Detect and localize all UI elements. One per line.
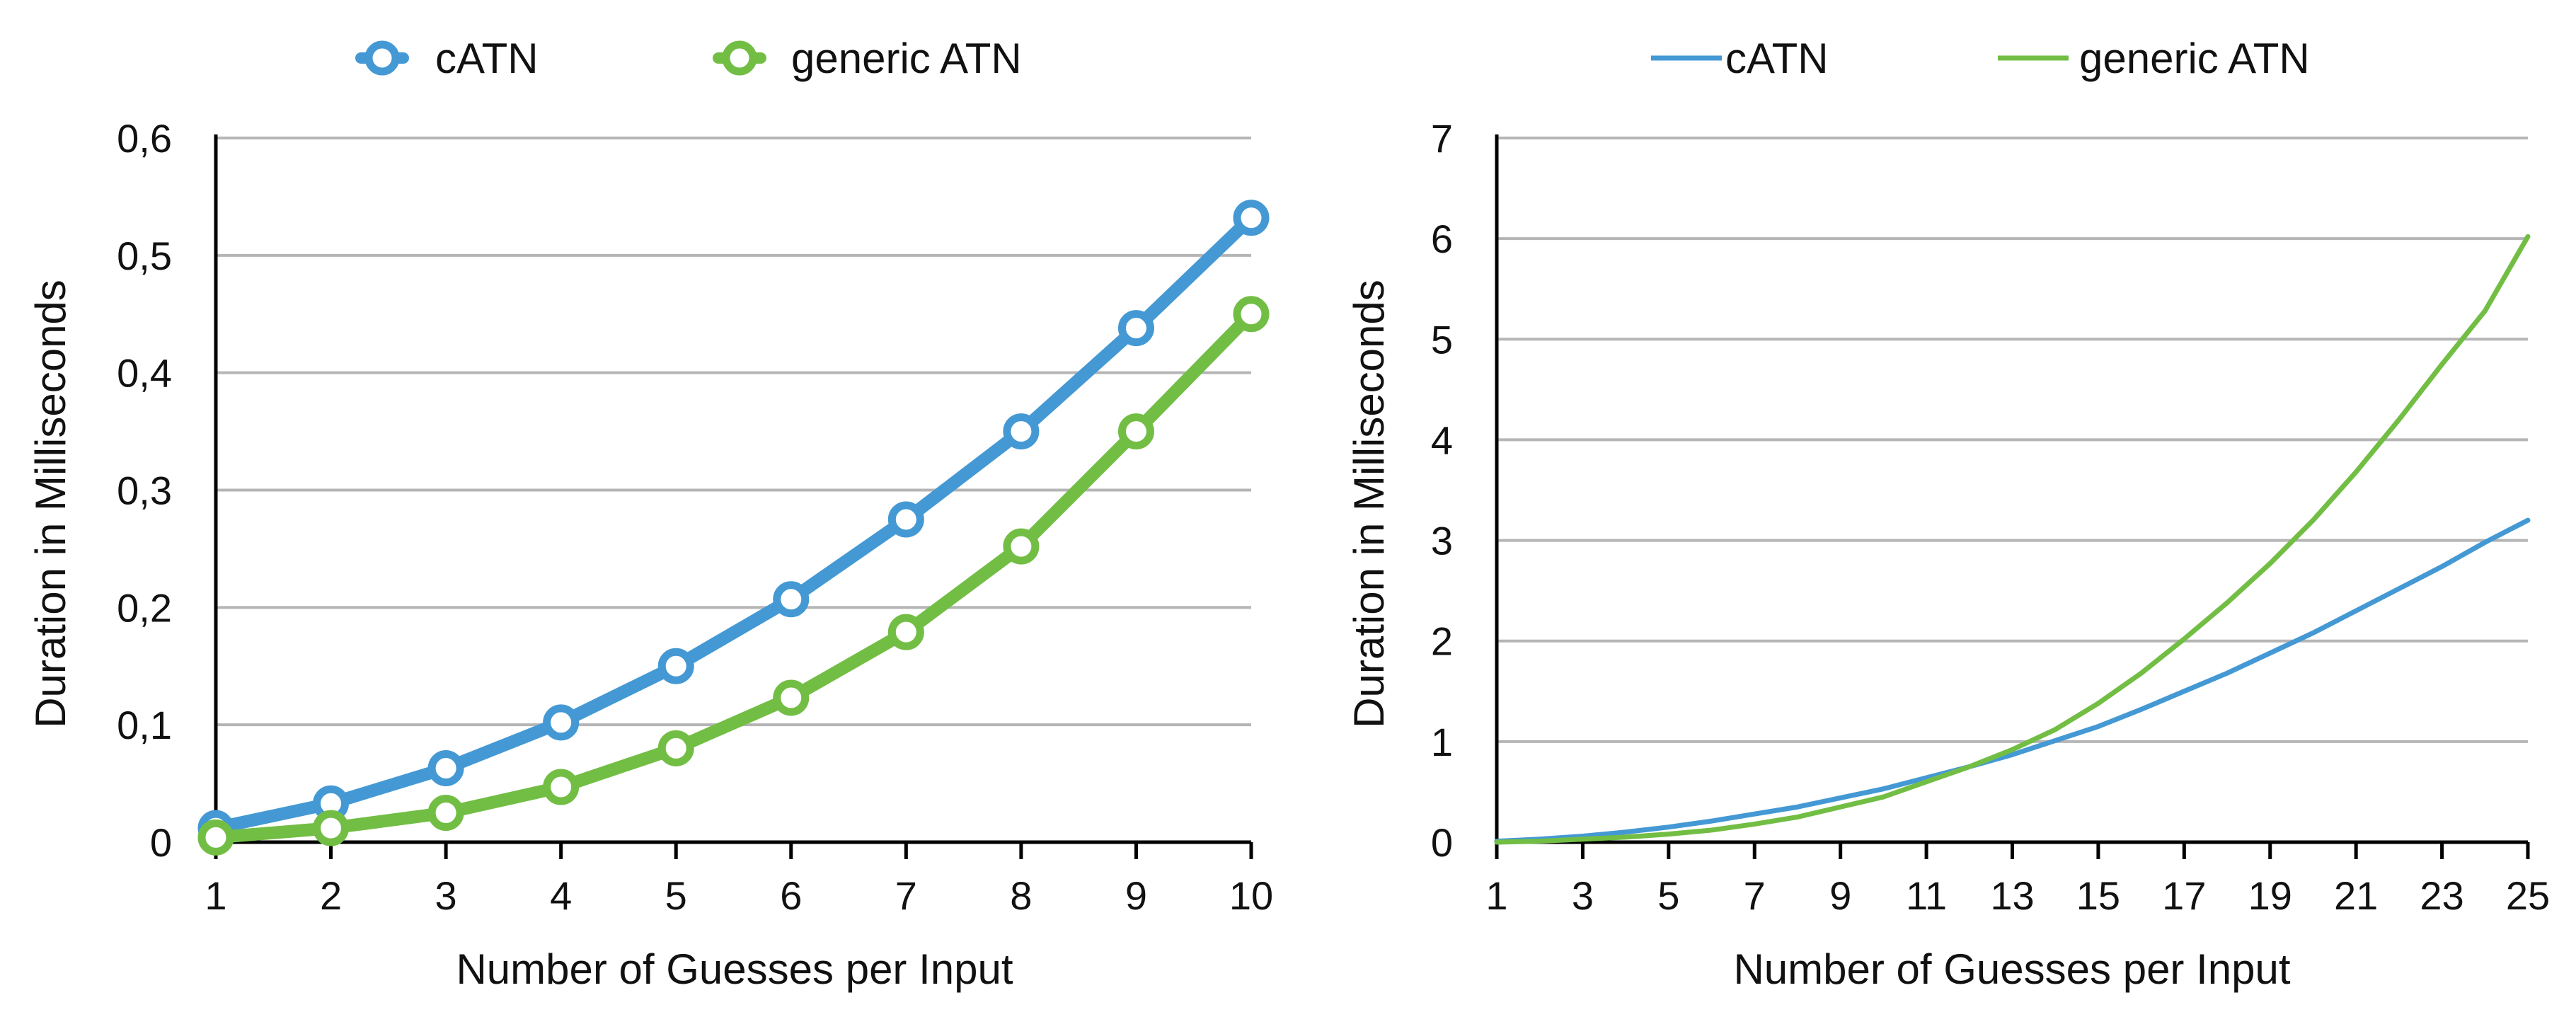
- data-point-generic-atn: [427, 795, 464, 832]
- x-tick-label: 2: [320, 873, 342, 918]
- legend-label-generic-atn: generic ATN: [2079, 35, 2310, 82]
- data-point-generic-atn: [1117, 413, 1154, 450]
- data-point-generic-atn: [1003, 528, 1040, 565]
- y-tick-label: 0: [1431, 820, 1453, 865]
- x-tick-label: 23: [2420, 873, 2463, 918]
- x-tick-label: 15: [2076, 873, 2120, 918]
- legend-marker-catn: [364, 40, 400, 76]
- x-tick-label: 21: [2334, 873, 2378, 918]
- x-tick-label: 9: [1125, 873, 1147, 918]
- x-tick-label: 10: [1229, 873, 1273, 918]
- y-tick-label: 3: [1431, 519, 1453, 563]
- x-tick-label: 8: [1010, 873, 1032, 918]
- x-tick-label: 19: [2248, 873, 2292, 918]
- y-axis-title: Duration in Milliseconds: [27, 280, 74, 728]
- x-tick-label: 1: [1485, 873, 1507, 918]
- y-tick-label: 5: [1431, 317, 1453, 362]
- y-tick-label: 0: [150, 820, 172, 865]
- data-point-catn: [427, 750, 464, 787]
- y-tick-label: 2: [1431, 619, 1453, 664]
- data-point-catn: [657, 648, 694, 684]
- x-axis-title: Number of Guesses per Input: [1733, 945, 2290, 993]
- x-tick-label: 11: [1906, 873, 1947, 918]
- series-line-catn: [209, 211, 1258, 835]
- x-tick-label: 5: [665, 873, 687, 918]
- data-point-catn: [887, 501, 924, 538]
- legend-label-catn: cATN: [1725, 35, 1829, 82]
- x-tick-label: 7: [1744, 873, 1766, 918]
- y-tick-label: 0,3: [117, 468, 172, 513]
- x-axis-title: Number of Guesses per Input: [456, 945, 1013, 993]
- y-tick-label: 0,1: [117, 703, 172, 747]
- x-tick-label: 4: [550, 873, 572, 918]
- data-point-catn: [1003, 413, 1040, 450]
- x-tick-label: 3: [435, 873, 457, 918]
- x-tick-label: 1: [205, 873, 226, 918]
- x-tick-label: 9: [1829, 873, 1851, 918]
- y-axis-title: Duration in Milliseconds: [1345, 280, 1393, 728]
- series-line-generic-atn: [1494, 234, 2531, 845]
- data-point-generic-atn: [1233, 296, 1270, 333]
- legend-label-generic-atn: generic ATN: [791, 35, 1022, 82]
- legend-label-catn: cATN: [435, 35, 539, 82]
- x-tick-label: 25: [2506, 873, 2550, 918]
- data-point-generic-atn: [197, 819, 234, 856]
- data-point-catn: [773, 581, 810, 618]
- series-line-catn: [1494, 517, 2531, 844]
- y-tick-label: 6: [1431, 217, 1453, 261]
- x-tick-label: 3: [1572, 873, 1594, 918]
- x-tick-label: 17: [2162, 873, 2206, 918]
- data-point-catn: [1233, 200, 1270, 236]
- series-line-generic-atn: [209, 307, 1258, 844]
- x-tick-label: 13: [1990, 873, 2034, 918]
- data-point-generic-atn: [543, 769, 580, 805]
- chart-left-markers: 0 0,1 0,2 0,3 0,4 0,5 0,6 1 2 3 4 5 6 7 8 9 10 Number of …: [27, 35, 1273, 993]
- data-point-generic-atn: [657, 730, 694, 766]
- data-point-generic-atn: [773, 679, 810, 716]
- x-tick-label: 5: [1657, 873, 1679, 918]
- data-point-catn: [1117, 310, 1154, 347]
- y-tick-label: 7: [1431, 116, 1453, 161]
- data-point-generic-atn: [313, 810, 350, 846]
- x-tick-label: 6: [780, 873, 802, 918]
- y-tick-label: 1: [1431, 720, 1453, 764]
- y-tick-label: 0,2: [117, 585, 172, 630]
- y-tick-label: 0,4: [117, 351, 172, 396]
- y-tick-label: 0,5: [117, 234, 172, 278]
- y-tick-label: 0,6: [117, 116, 172, 161]
- x-tick-label: 7: [895, 873, 917, 918]
- data-point-catn: [543, 704, 580, 741]
- legend-marker-generic-atn: [722, 40, 757, 76]
- y-tick-label: 4: [1431, 418, 1453, 462]
- data-point-generic-atn: [887, 614, 924, 650]
